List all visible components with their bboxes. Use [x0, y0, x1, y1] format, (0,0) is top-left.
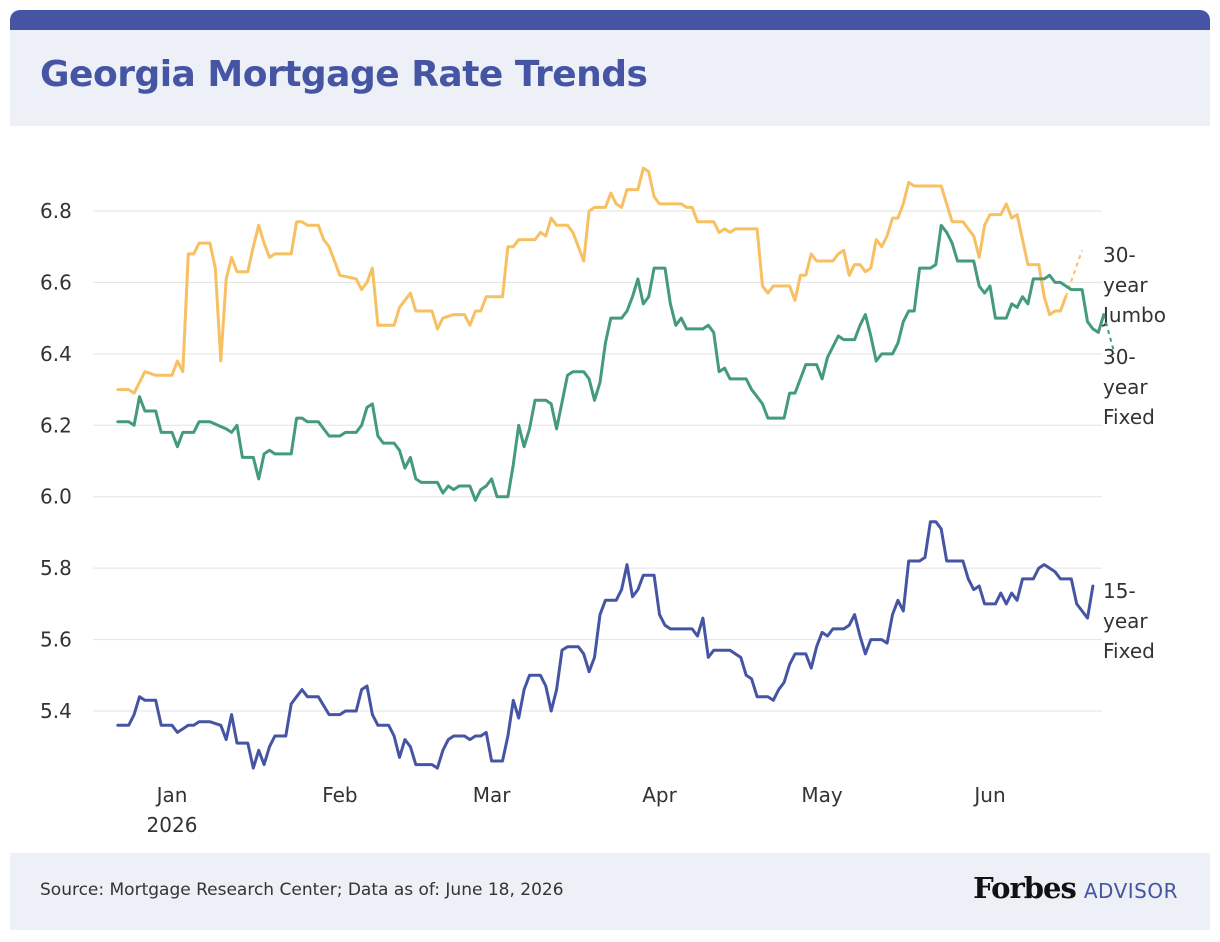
- logo-suffix: ADVISOR: [1083, 879, 1178, 903]
- series-label-15-year-fixed: Fixed: [1103, 639, 1155, 663]
- y-tick-label: 6.8: [40, 199, 72, 223]
- x-tick-label: Mar: [473, 783, 512, 807]
- x-tick-label: Feb: [322, 783, 357, 807]
- y-tick-label: 6.6: [40, 270, 72, 294]
- series-line-30-year-jumbo: [116, 166, 1068, 395]
- series-line-30-year-fixed: [116, 223, 1106, 502]
- x-tick-label: Jun: [972, 783, 1005, 807]
- page-title: Georgia Mortgage Rate Trends: [40, 54, 648, 95]
- x-tick-label: May: [801, 783, 843, 807]
- y-tick-label: 5.8: [40, 556, 72, 580]
- series-projection-30-year-fixed: [1102, 314, 1116, 355]
- series-label-30-year-jumbo: 30-: [1103, 243, 1136, 267]
- y-tick-label: 6.2: [40, 413, 72, 437]
- x-tick-label: Jan: [155, 783, 188, 807]
- top-accent-bar: [10, 10, 1210, 30]
- y-tick-label: 5.4: [40, 699, 72, 723]
- series-label-30-year-fixed: Fixed: [1103, 405, 1155, 429]
- forbes-advisor-logo: Forbes ADVISOR: [973, 871, 1178, 905]
- series-label-30-year-jumbo: Jumbo: [1101, 303, 1166, 327]
- y-tick-label: 6.4: [40, 342, 72, 366]
- series-line-15-year-fixed: [116, 520, 1095, 770]
- series-label-15-year-fixed: 15-: [1103, 579, 1136, 603]
- x-tick-sublabel: 2026: [147, 813, 198, 837]
- x-tick-label: Apr: [642, 783, 677, 807]
- series-label-30-year-fixed: 30-: [1103, 345, 1136, 369]
- series-label-30-year-fixed: year: [1103, 375, 1148, 399]
- logo-brand: Forbes: [973, 871, 1077, 905]
- source-note: Source: Mortgage Research Center; Data a…: [40, 880, 564, 900]
- series-label-15-year-fixed: year: [1103, 609, 1148, 633]
- chart-footer: Source: Mortgage Research Center; Data a…: [10, 853, 1210, 930]
- series-label-30-year-jumbo: year: [1103, 273, 1148, 297]
- y-tick-label: 6.0: [40, 485, 72, 509]
- y-tick-label: 5.6: [40, 628, 72, 652]
- chart-header: Georgia Mortgage Rate Trends: [10, 30, 1210, 126]
